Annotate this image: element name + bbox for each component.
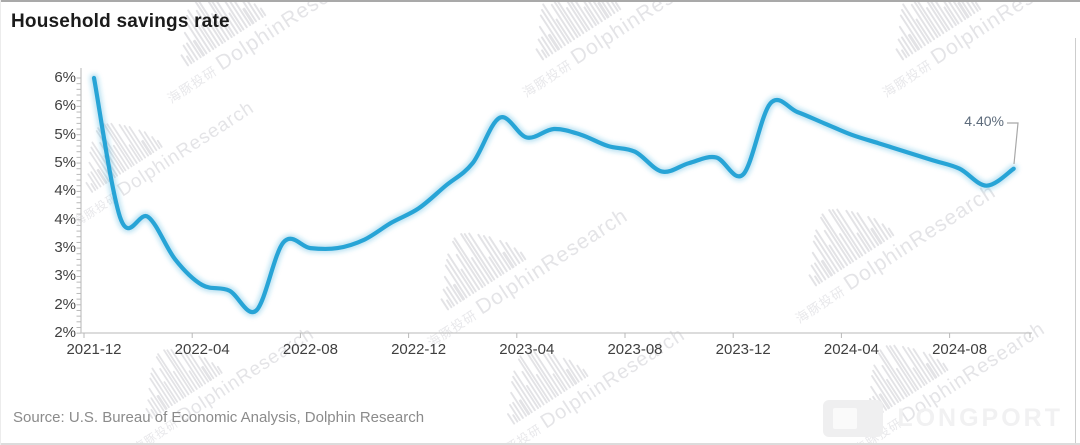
x-axis-label: 2021-12 xyxy=(66,341,122,358)
last-value-annotation: 4.40% xyxy=(964,113,1004,129)
longport-logo-text: LONGPORT xyxy=(897,404,1063,432)
series-line-glow xyxy=(89,73,1019,317)
annotation-leader-line xyxy=(1007,122,1019,165)
top-border xyxy=(0,0,1080,2)
y-axis-label: 6% xyxy=(54,97,76,115)
y-axis-label: 4% xyxy=(54,210,76,228)
series-line xyxy=(91,75,1016,315)
y-axis-label: 6% xyxy=(54,69,76,86)
x-axis-label: 2023-08 xyxy=(607,341,663,358)
x-axis-label: 2022-12 xyxy=(391,341,447,358)
axis-ticks xyxy=(76,77,1031,338)
y-axis-label: 3% xyxy=(54,267,76,285)
x-axis-label: 2024-08 xyxy=(932,341,988,358)
y-axis-label: 5% xyxy=(54,125,76,143)
y-axis-label: 4% xyxy=(54,182,76,200)
x-axis-label: 2023-04 xyxy=(499,341,555,358)
right-border xyxy=(1075,38,1076,445)
left-border xyxy=(0,0,1,445)
longport-logo-icon xyxy=(823,400,884,437)
x-axis-label: 2023-12 xyxy=(715,341,771,358)
x-axis-label: 2022-04 xyxy=(174,341,230,358)
y-axis-label: 5% xyxy=(54,154,76,172)
bottom-border xyxy=(0,443,1080,445)
x-axis-label: 2022-08 xyxy=(282,341,338,358)
y-axis-label: 2% xyxy=(54,295,76,313)
source-note: Source: U.S. Bureau of Economic Analysis… xyxy=(13,409,425,426)
y-axis-label: 3% xyxy=(54,239,76,257)
y-axis-label: 2% xyxy=(54,324,76,342)
x-axis-label: 2024-04 xyxy=(823,341,879,358)
chart-title: Household savings rate xyxy=(11,11,230,32)
longport-watermark: LONGPORT xyxy=(823,400,1063,437)
